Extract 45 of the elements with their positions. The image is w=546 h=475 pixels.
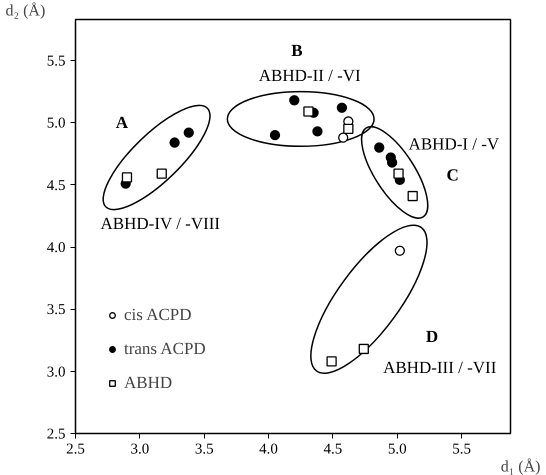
- y-tick-label: 5.5: [46, 54, 66, 70]
- point: [303, 106, 314, 117]
- point: [336, 102, 348, 113]
- point: [289, 95, 300, 106]
- y-tick-label: 5.0: [46, 116, 66, 132]
- y-axis-title: d₂ (Å): [6, 2, 46, 20]
- point: [312, 126, 323, 137]
- x-tick-label: 4.0: [259, 442, 278, 458]
- x-axis-title: d₁ (Å): [500, 458, 541, 475]
- point: [326, 356, 337, 367]
- x-tick-label: 5.5: [452, 442, 471, 458]
- x-tick-label: 2.5: [66, 442, 85, 458]
- legend-label: cis ACPD: [124, 305, 192, 325]
- annotation: C: [446, 165, 459, 184]
- y-tick-label: 2.5: [46, 426, 66, 442]
- point: [122, 172, 132, 183]
- point: [343, 124, 354, 134]
- annotation: ABHD-I / -V: [408, 134, 500, 154]
- point: [374, 142, 384, 153]
- point: [394, 246, 405, 256]
- point: [386, 157, 398, 168]
- point: [169, 137, 180, 148]
- point: [156, 168, 167, 179]
- x-tick-label: 3.0: [130, 442, 150, 458]
- y-tick-label: 3.0: [46, 364, 66, 380]
- x-tick-label: 5.0: [388, 442, 407, 458]
- point: [338, 132, 348, 143]
- point: [358, 344, 369, 354]
- point: [393, 168, 404, 179]
- annotation: ABHD-III / -VII: [383, 358, 497, 378]
- point: [270, 130, 280, 140]
- y-tick-label: 3.5: [46, 302, 66, 318]
- annotation: A: [116, 113, 129, 132]
- annotation: B: [291, 41, 303, 60]
- point: [408, 190, 418, 202]
- annotation: D: [426, 327, 438, 346]
- annotation: ABHD-IV / -VIII: [100, 214, 220, 233]
- annotation: ABHD-II / -VI: [258, 66, 362, 85]
- legend-label: trans ACPD: [124, 339, 206, 359]
- x-tick-label: 4.5: [324, 442, 342, 458]
- legend-label: ABHD: [124, 373, 172, 393]
- x-tick-label: 3.5: [194, 442, 214, 458]
- point: [184, 127, 194, 138]
- y-tick-label: 4.0: [46, 240, 66, 256]
- y-tick-label: 4.5: [46, 178, 66, 194]
